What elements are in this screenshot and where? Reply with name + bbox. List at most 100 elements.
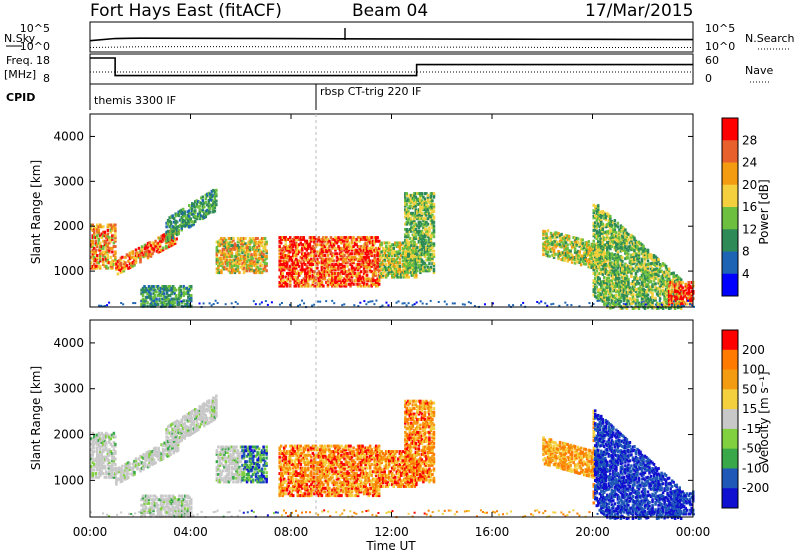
echo-cell bbox=[410, 220, 413, 224]
echo-cell bbox=[94, 239, 98, 243]
echo-cell bbox=[663, 274, 666, 278]
echo-cell bbox=[114, 250, 117, 254]
echo-cell bbox=[179, 290, 182, 294]
echo-cell bbox=[622, 239, 626, 243]
echo-cell bbox=[675, 282, 678, 286]
echo-cell bbox=[175, 225, 179, 229]
echo-cell bbox=[184, 223, 188, 227]
echo-cell bbox=[405, 220, 409, 224]
echo-cell bbox=[186, 217, 189, 221]
echo-cell bbox=[236, 302, 239, 305]
echo-cell bbox=[134, 257, 138, 261]
nave-tick-top: 60 bbox=[705, 54, 719, 67]
echo-cell bbox=[394, 266, 397, 270]
echo-cell bbox=[615, 302, 618, 306]
echo-cell bbox=[111, 264, 114, 268]
echo-cell bbox=[295, 264, 298, 268]
echo-cell bbox=[376, 268, 379, 272]
echo-cell bbox=[642, 287, 645, 291]
echo-cell bbox=[575, 244, 578, 248]
echo-cell bbox=[200, 201, 203, 205]
echo-cell bbox=[597, 206, 600, 210]
echo-cell bbox=[169, 220, 173, 224]
echo-cell bbox=[658, 306, 662, 310]
echo-cell bbox=[322, 259, 325, 263]
echo-cell bbox=[642, 302, 645, 306]
echo-cell bbox=[260, 258, 264, 262]
echo-cell bbox=[180, 301, 184, 305]
echo-cell bbox=[613, 256, 617, 260]
echo-cell bbox=[555, 244, 559, 248]
echo-cell bbox=[613, 272, 617, 276]
echo-cell bbox=[343, 239, 346, 243]
echo-cell bbox=[349, 236, 352, 240]
echo-cell bbox=[404, 192, 407, 196]
echo-cell bbox=[419, 251, 422, 255]
echo-cell bbox=[102, 305, 105, 308]
echo-cell bbox=[604, 218, 608, 222]
echo-cell bbox=[316, 237, 319, 241]
echo-cell bbox=[410, 201, 413, 205]
echo-cell bbox=[259, 256, 262, 260]
echo-cell bbox=[103, 255, 107, 259]
echo-cell bbox=[554, 245, 557, 249]
echo-cell bbox=[173, 288, 176, 292]
echo-cell bbox=[394, 273, 397, 277]
echo-cell bbox=[139, 253, 142, 257]
echo-cell bbox=[563, 256, 566, 260]
echo-cell bbox=[543, 242, 547, 246]
echo-cell bbox=[161, 297, 164, 301]
echo-cell bbox=[173, 286, 176, 290]
echo-cell bbox=[256, 269, 259, 273]
echo-cell bbox=[618, 282, 621, 286]
echo-cell bbox=[601, 287, 605, 291]
echo-cell bbox=[420, 211, 424, 215]
echo-cell bbox=[329, 279, 333, 283]
echo-cell bbox=[341, 261, 345, 265]
echo-cell bbox=[368, 259, 372, 263]
echo-cell bbox=[257, 258, 261, 262]
echo-cell bbox=[320, 261, 324, 265]
echo-cell bbox=[594, 221, 597, 225]
echo-cell bbox=[288, 284, 292, 288]
echo-cell bbox=[242, 249, 246, 253]
echo-cell bbox=[355, 257, 358, 261]
echo-cell bbox=[420, 247, 424, 251]
echo-cell bbox=[100, 225, 104, 229]
echo-cell bbox=[590, 262, 593, 266]
echo-cell bbox=[587, 250, 590, 254]
echo-cell bbox=[414, 211, 418, 215]
echo-cell bbox=[378, 275, 382, 279]
echo-cell bbox=[666, 291, 669, 295]
echo-cell bbox=[630, 282, 633, 286]
echo-cell bbox=[235, 244, 238, 248]
echo-cell bbox=[413, 199, 416, 203]
echo-cell bbox=[669, 291, 672, 295]
echo-cell bbox=[655, 258, 659, 262]
echo-cell bbox=[282, 245, 286, 249]
echo-cell bbox=[597, 265, 600, 269]
echo-cell bbox=[349, 282, 352, 286]
echo-cell bbox=[666, 267, 669, 271]
echo-cell bbox=[432, 253, 436, 257]
echo-cell bbox=[161, 304, 164, 308]
echo-cell bbox=[102, 245, 105, 249]
echo-cell bbox=[220, 258, 223, 262]
echo-cell bbox=[181, 222, 185, 226]
echo-cell bbox=[210, 195, 214, 199]
echo-cell bbox=[298, 237, 301, 241]
echo-cell bbox=[661, 303, 665, 307]
echo-cell bbox=[370, 250, 373, 254]
echo-cell bbox=[651, 276, 654, 280]
echo-cell bbox=[609, 254, 612, 258]
echo-cell bbox=[298, 259, 301, 263]
echo-cell bbox=[96, 440, 99, 444]
echo-cell bbox=[415, 243, 418, 247]
echo-cell bbox=[621, 267, 624, 271]
echo-cell bbox=[171, 228, 174, 232]
echo-cell bbox=[594, 235, 597, 239]
echo-cell bbox=[657, 268, 660, 272]
echo-cell bbox=[168, 288, 172, 292]
echo-cell bbox=[615, 243, 618, 247]
echo-cell bbox=[546, 243, 550, 247]
